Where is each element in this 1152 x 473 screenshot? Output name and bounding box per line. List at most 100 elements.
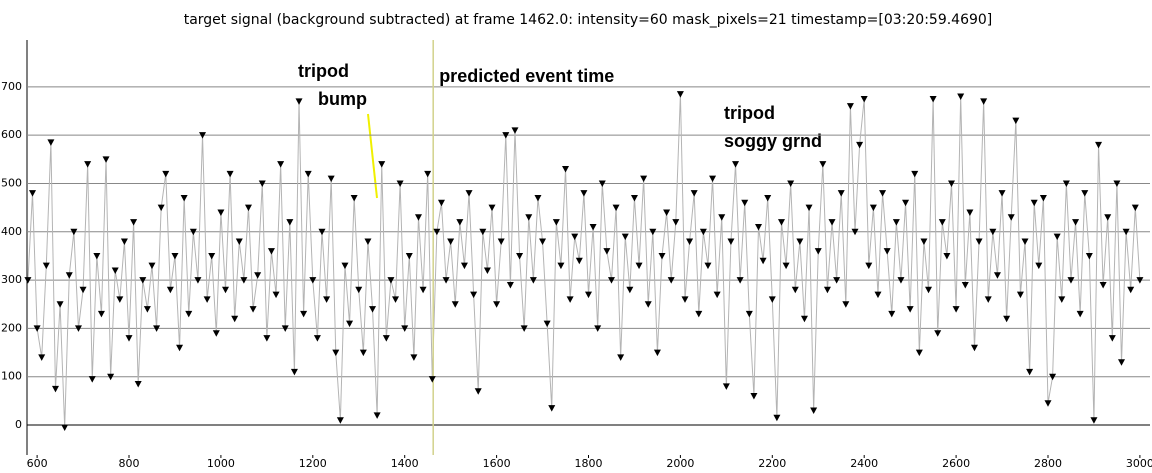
marker: [750, 393, 758, 400]
y-tick-label: 200: [1, 321, 22, 334]
marker: [24, 277, 32, 284]
marker: [814, 248, 822, 255]
marker: [107, 373, 115, 381]
marker: [148, 262, 156, 270]
marker: [649, 228, 657, 236]
x-tick-label: 1800: [575, 457, 603, 470]
marker: [525, 214, 533, 221]
marker: [1044, 400, 1052, 407]
marker: [585, 291, 592, 299]
chart-title: target signal (background subtracted) at…: [184, 12, 993, 28]
marker: [594, 325, 602, 332]
marker: [989, 228, 997, 236]
grid: [27, 86, 1150, 426]
marker: [1026, 368, 1034, 376]
marker: [713, 291, 721, 299]
marker: [699, 228, 707, 236]
marker: [764, 194, 772, 202]
marker: [369, 306, 377, 313]
markers: [24, 91, 1144, 431]
marker: [240, 277, 248, 284]
marker: [277, 161, 285, 168]
marker: [479, 228, 487, 236]
marker: [405, 252, 413, 260]
marker: [111, 267, 119, 274]
marker: [805, 204, 813, 212]
marker: [846, 103, 854, 110]
marker: [447, 238, 455, 245]
marker: [295, 98, 303, 105]
marker: [231, 315, 239, 323]
marker: [1021, 238, 1029, 245]
marker: [856, 141, 864, 149]
x-tick-label: 600: [27, 457, 48, 470]
marker: [74, 325, 82, 332]
marker: [346, 320, 354, 328]
marker: [833, 277, 841, 284]
marker: [566, 296, 574, 303]
x-tick-label: 2000: [666, 457, 694, 470]
marker: [97, 310, 105, 318]
marker: [424, 170, 432, 178]
marker: [497, 238, 505, 245]
marker: [451, 301, 459, 308]
marker: [879, 190, 887, 197]
marker: [1113, 180, 1121, 187]
marker: [401, 325, 409, 332]
marker: [736, 277, 744, 284]
marker: [653, 349, 661, 357]
marker: [897, 277, 905, 284]
marker: [598, 180, 606, 187]
marker: [929, 95, 937, 103]
marker: [433, 228, 441, 236]
marker: [456, 219, 464, 226]
marker: [171, 252, 179, 260]
marker: [635, 262, 643, 270]
marker: [773, 414, 781, 422]
marker: [88, 376, 96, 383]
marker: [722, 383, 730, 390]
annotation: tripod: [298, 61, 349, 81]
marker: [1058, 296, 1066, 303]
y-tick-label: 700: [1, 80, 22, 93]
marker: [1095, 141, 1103, 149]
x-tick-label: 2400: [850, 457, 878, 470]
marker: [162, 170, 170, 178]
marker: [1104, 214, 1112, 221]
marker: [1012, 117, 1020, 125]
marker: [414, 214, 422, 221]
marker: [258, 180, 266, 187]
marker: [1030, 199, 1038, 207]
marker: [828, 219, 836, 226]
annotation: soggy grnd: [724, 131, 822, 151]
marker: [516, 252, 524, 260]
marker: [281, 325, 289, 332]
marker: [869, 204, 877, 212]
marker: [851, 228, 859, 236]
marker: [874, 291, 882, 299]
marker: [483, 267, 491, 274]
marker: [658, 252, 666, 260]
marker: [1118, 359, 1126, 366]
marker: [1099, 281, 1107, 289]
marker: [244, 204, 252, 212]
marker: [791, 286, 799, 294]
marker: [621, 233, 629, 241]
hand-drawn-line: [367, 113, 378, 199]
marker: [984, 296, 992, 303]
y-tick-label: 500: [1, 176, 22, 189]
marker: [888, 310, 896, 318]
marker: [166, 286, 174, 294]
y-tick-label: 400: [1, 225, 22, 238]
marker: [782, 262, 790, 270]
marker: [1016, 291, 1024, 299]
marker: [975, 238, 983, 245]
y-tick-label: 100: [1, 370, 22, 383]
marker: [332, 349, 340, 357]
marker: [718, 214, 726, 221]
marker: [695, 310, 703, 318]
marker: [1039, 194, 1047, 202]
marker: [51, 385, 59, 393]
marker: [29, 190, 37, 197]
